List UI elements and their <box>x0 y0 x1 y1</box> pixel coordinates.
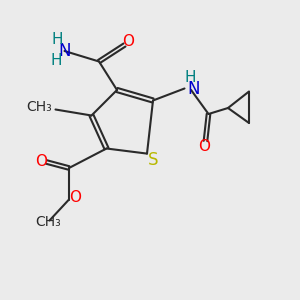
Text: H: H <box>184 70 196 85</box>
Text: H: H <box>51 32 63 46</box>
Text: O: O <box>70 190 82 206</box>
Text: S: S <box>148 151 159 169</box>
Text: N: N <box>58 42 71 60</box>
Text: N: N <box>188 80 200 98</box>
Text: CH₃: CH₃ <box>35 215 61 229</box>
Text: CH₃: CH₃ <box>26 100 52 114</box>
Text: O: O <box>122 34 134 50</box>
Text: O: O <box>198 139 210 154</box>
Text: O: O <box>35 154 47 169</box>
Text: H: H <box>50 53 62 68</box>
